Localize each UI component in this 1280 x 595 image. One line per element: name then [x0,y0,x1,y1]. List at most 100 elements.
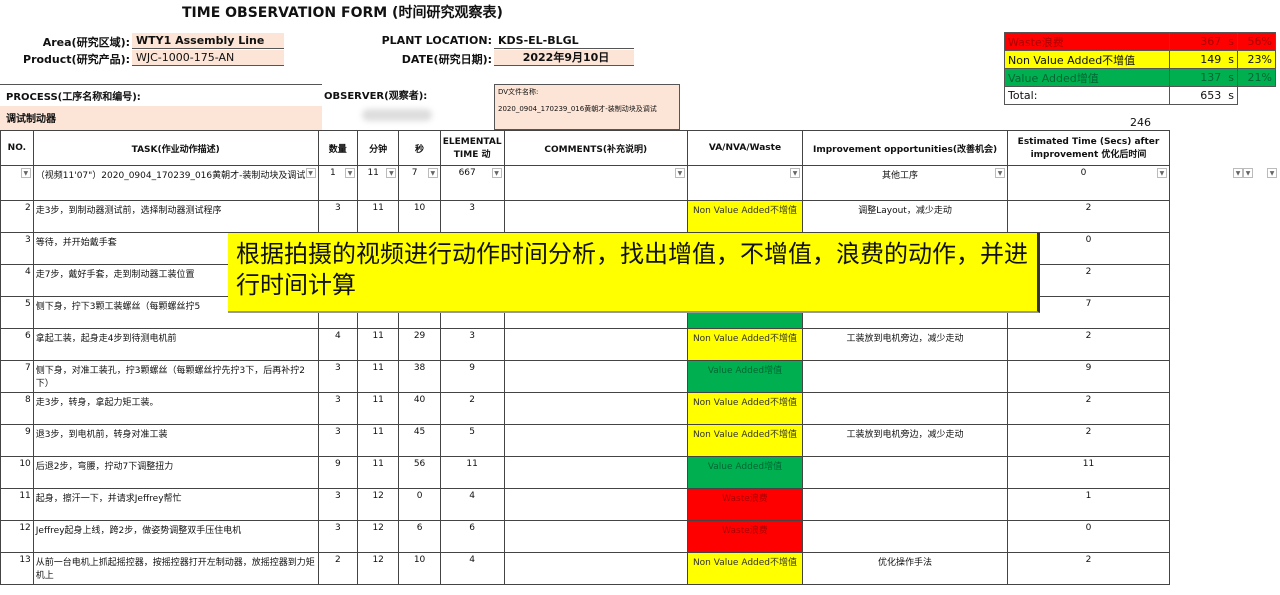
filter-dropdown[interactable]: ▼ [491,168,502,178]
process-field[interactable]: 调试制动器 [0,106,322,130]
filter-dropdown[interactable]: ▼ [995,168,1006,178]
row-qty[interactable]: 2 [317,552,359,585]
filter-dropdown[interactable]: ▼ [790,168,800,178]
row-improvement[interactable]: 优化操作手法 [801,552,1009,585]
row-min[interactable]: 12 [356,488,400,521]
date-field[interactable]: 2022年9月10日 [494,50,634,66]
row-classification[interactable]: Non Value Added不增值 [686,392,804,425]
row-est[interactable]: 2 [1007,552,1170,585]
row-comment[interactable] [503,328,688,361]
row-qty[interactable]: 9 [317,456,359,489]
filter-dropdown[interactable]: ▼ [674,168,685,178]
area-field[interactable]: WTY1 Assembly Line [132,33,284,49]
row-task[interactable]: 从前一台电机上抓起摇控器，按摇控器打开左制动器，放摇控器到力矩机上 [32,552,319,585]
row-est[interactable]: 2 [1007,328,1170,361]
row-improvement[interactable] [801,360,1009,393]
row-min[interactable]: 11 [356,328,400,361]
row-task[interactable]: 侧下身，对准工装孔，拧3颗螺丝（每颗螺丝拧先拧3下，后再补拧2下） [32,360,319,393]
row-task[interactable]: 起身，擦汗一下，并请求Jeffrey帮忙 [32,488,319,521]
row-est[interactable]: 2 [1007,200,1170,233]
row-comment[interactable] [503,360,688,393]
row-improvement[interactable] [801,456,1009,489]
row-elem[interactable]: 11 [439,456,505,489]
row-comment[interactable] [503,488,688,521]
row-qty[interactable]: 3 [317,424,359,457]
row-min[interactable]: 12 [356,520,400,553]
row-task[interactable]: 拿起工装，起身走4步到待测电机前 [32,328,319,361]
row-elem[interactable]: 3 [439,200,505,233]
row-classification[interactable]: Value Added增值 [686,360,804,393]
row-elem[interactable]: 9 [439,360,505,393]
row-qty[interactable]: 3 [317,488,359,521]
plant-field[interactable]: KDS-EL-BLGL [494,33,634,49]
row-comment[interactable] [503,200,688,233]
row-min[interactable]: 11 [356,392,400,425]
row-classification[interactable]: Non Value Added不增值 [686,552,804,585]
row-classification[interactable]: Value Added增值 [686,456,804,489]
row-sec[interactable]: 6 [398,520,441,553]
row-improvement[interactable]: 工装放到电机旁边，减少走动 [801,328,1009,361]
row-min[interactable]: 11 [356,456,400,489]
row-qty[interactable]: 3 [317,360,359,393]
row-comment[interactable] [503,424,688,457]
row-est[interactable]: 2 [1007,424,1170,457]
row-sec[interactable]: 38 [398,360,441,393]
row-sec[interactable]: 40 [398,392,441,425]
row-qty[interactable]: 3 [317,200,359,233]
row-est[interactable]: 0 [1007,520,1170,553]
row-elem[interactable]: 4 [439,552,505,585]
row-comment[interactable] [503,392,688,425]
row-classification[interactable]: Non Value Added不增值 [686,328,804,361]
row-est[interactable]: 2 [1007,392,1170,425]
row-elem[interactable]: 3 [439,328,505,361]
row-est[interactable]: 9 [1007,360,1170,393]
row-improvement[interactable] [801,520,1009,553]
row-sec[interactable]: 45 [398,424,441,457]
row-comment[interactable] [503,456,688,489]
filter-dropdown[interactable]: ▼ [305,168,316,178]
filter-dropdown[interactable]: ▼ [1267,167,1277,178]
row-task[interactable]: 后退2步，弯腰，拧动7下调整扭力 [32,456,319,489]
row-sec[interactable]: 56 [398,456,441,489]
row-comment[interactable] [503,520,688,553]
row-sec[interactable]: 10 [398,200,441,233]
filter-dropdown[interactable]: ▼ [345,168,355,178]
row-min[interactable]: 11 [356,200,400,233]
product-field[interactable]: WJC-1000-175-AN [132,50,284,66]
filter-dropdown[interactable]: ▼ [1156,168,1167,178]
row-improvement[interactable]: 调整Layout，减少走动 [801,200,1009,233]
filter-dropdown[interactable]: ▼ [1233,167,1243,178]
row-classification[interactable]: Non Value Added不增值 [686,200,804,233]
row-task[interactable]: 走3步，到制动器测试前，选择制动器测试程序 [32,200,319,233]
row-elem[interactable]: 4 [439,488,505,521]
row-qty[interactable]: 3 [317,520,359,553]
filter-dropdown[interactable]: ▼ [386,168,397,178]
dv-field[interactable]: 2020_0904_170239_016黄朝才-装制动块及调试 [498,105,657,113]
row-classification[interactable]: Waste浪费 [686,488,804,521]
filter-dropdown[interactable]: ▼ [1243,167,1253,178]
row-classification[interactable]: Waste浪费 [686,520,804,553]
observer-field-blurred[interactable] [362,109,432,121]
row-est[interactable]: 11 [1007,456,1170,489]
row-task[interactable]: Jeffrey起身上线，跨2步，做姿势调整双手压住电机 [32,520,319,553]
row-sec[interactable]: 0 [398,488,441,521]
row-est[interactable]: 1 [1007,488,1170,521]
row-task[interactable]: 退3步，到电机前，转身对准工装 [32,424,319,457]
row-min[interactable]: 12 [356,552,400,585]
row-qty[interactable]: 3 [317,392,359,425]
row-min[interactable]: 11 [356,360,400,393]
row-elem[interactable]: 2 [439,392,505,425]
row-improvement[interactable]: 工装放到电机旁边，减少走动 [801,424,1009,457]
row-improvement[interactable] [801,488,1009,521]
row-task[interactable]: 走3步，转身，拿起力矩工装。 [32,392,319,425]
row-elem[interactable]: 6 [439,520,505,553]
row-classification[interactable]: Non Value Added不增值 [686,424,804,457]
row-improvement[interactable] [801,392,1009,425]
row-qty[interactable]: 4 [317,328,359,361]
row-sec[interactable]: 10 [398,552,441,585]
filter-dropdown[interactable]: ▼ [427,168,438,178]
row-elem[interactable]: 5 [439,424,505,457]
row-comment[interactable] [503,552,688,585]
filter-dropdown[interactable]: ▼ [20,168,31,178]
row-sec[interactable]: 29 [398,328,441,361]
